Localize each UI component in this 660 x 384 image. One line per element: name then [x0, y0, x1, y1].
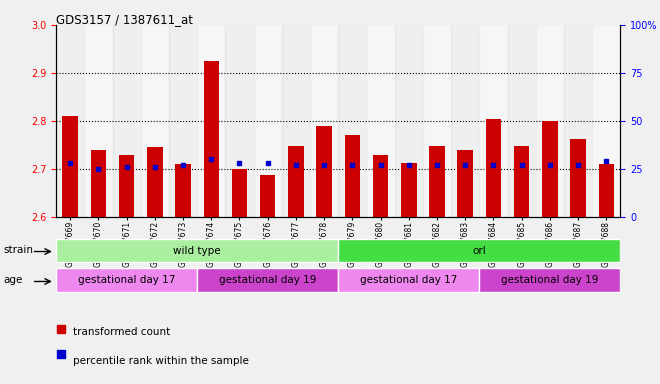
Text: GDS3157 / 1387611_at: GDS3157 / 1387611_at	[56, 13, 193, 26]
Bar	[536, 25, 564, 217]
Bar	[373, 155, 388, 217]
Bar	[564, 25, 592, 217]
Bar	[401, 163, 416, 217]
Text: gestational day 17: gestational day 17	[360, 275, 457, 285]
Bar	[570, 139, 586, 217]
Bar	[457, 150, 473, 217]
Text: transformed count: transformed count	[73, 327, 170, 337]
Bar	[338, 239, 620, 262]
Bar	[423, 25, 451, 217]
Bar	[197, 268, 338, 293]
Bar	[56, 239, 338, 262]
Bar	[260, 175, 275, 217]
Text: age: age	[3, 275, 22, 285]
Bar	[514, 146, 529, 217]
Bar	[288, 146, 304, 217]
Text: percentile rank within the sample: percentile rank within the sample	[73, 356, 248, 366]
Bar	[345, 136, 360, 217]
Text: strain: strain	[3, 245, 33, 255]
Bar	[90, 150, 106, 217]
Bar	[63, 116, 78, 217]
Text: gestational day 17: gestational day 17	[78, 275, 176, 285]
Bar	[310, 25, 338, 217]
Text: orl: orl	[473, 245, 486, 256]
Bar	[429, 146, 445, 217]
Bar	[169, 25, 197, 217]
Bar	[225, 25, 253, 217]
Bar	[203, 61, 219, 217]
Bar	[366, 25, 395, 217]
Bar	[141, 25, 169, 217]
Bar	[56, 268, 197, 293]
Bar	[197, 25, 226, 217]
Bar	[542, 121, 558, 217]
Bar	[112, 25, 141, 217]
Bar	[451, 25, 479, 217]
Bar	[592, 25, 620, 217]
Bar	[338, 268, 479, 293]
Text: wild type: wild type	[174, 245, 221, 256]
Bar	[508, 25, 536, 217]
Bar	[147, 147, 162, 217]
Bar	[599, 164, 614, 217]
Bar	[176, 164, 191, 217]
Bar	[253, 25, 282, 217]
Text: gestational day 19: gestational day 19	[219, 275, 316, 285]
Bar	[479, 268, 620, 293]
Text: gestational day 19: gestational day 19	[501, 275, 599, 285]
Bar	[282, 25, 310, 217]
Bar	[56, 25, 84, 217]
Bar	[84, 25, 112, 217]
Bar	[232, 169, 248, 217]
Bar	[395, 25, 423, 217]
Bar	[316, 126, 332, 217]
Bar	[479, 25, 508, 217]
Bar	[338, 25, 366, 217]
Bar	[486, 119, 501, 217]
Bar	[119, 155, 135, 217]
